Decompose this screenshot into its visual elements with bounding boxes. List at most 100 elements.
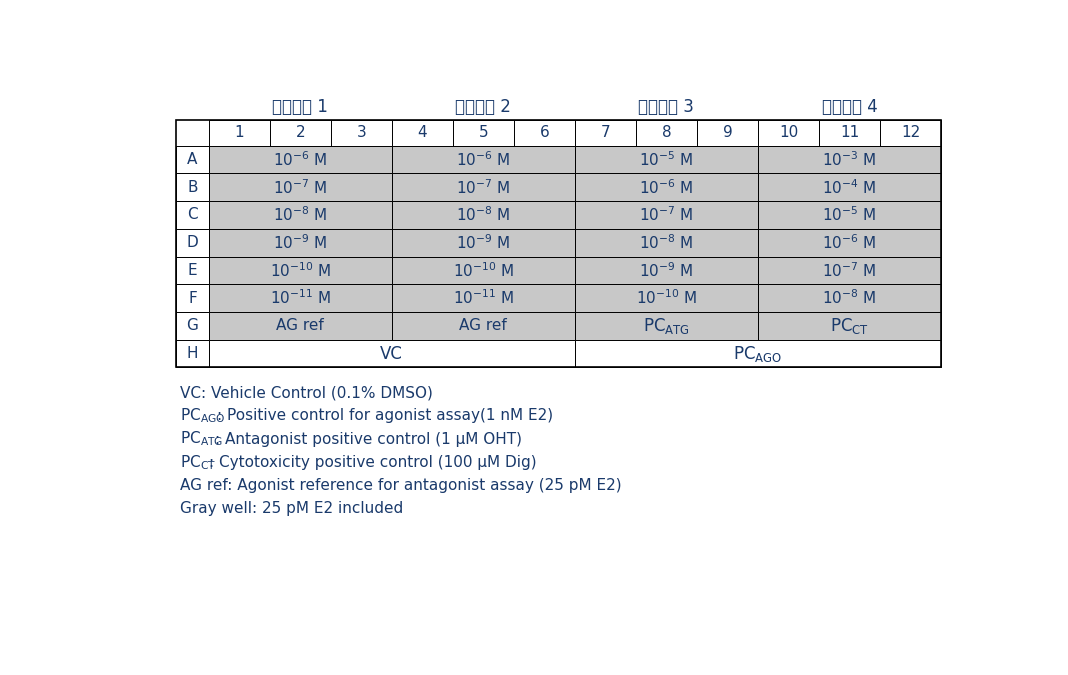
Text: 6: 6 — [539, 125, 549, 140]
Text: 시험물질 3: 시험물질 3 — [639, 98, 694, 116]
Bar — [575, 340, 941, 367]
Text: $10^{-7}$ M: $10^{-7}$ M — [640, 206, 693, 224]
Bar — [176, 312, 208, 340]
Bar — [392, 284, 575, 312]
Text: B: B — [187, 180, 198, 195]
Text: $10^{-5}$ M: $10^{-5}$ M — [822, 206, 877, 224]
Text: 3: 3 — [357, 125, 366, 140]
Bar — [392, 229, 575, 256]
Text: $10^{-11}$ M: $10^{-11}$ M — [453, 289, 514, 308]
Text: 4: 4 — [418, 125, 427, 140]
Text: 시험물질 4: 시험물질 4 — [821, 98, 878, 116]
Text: : Cytotoxicity positive control (100 μM Dig): : Cytotoxicity positive control (100 μM … — [209, 455, 537, 470]
Text: $\mathrm{PC_{ATG}}$: $\mathrm{PC_{ATG}}$ — [643, 316, 690, 336]
Bar — [176, 340, 208, 367]
Text: AG ref: AG ref — [459, 319, 507, 333]
Text: $10^{-5}$ M: $10^{-5}$ M — [640, 151, 693, 169]
Text: 12: 12 — [901, 125, 921, 140]
Text: AG ref: Agonist reference for antagonist assay (25 pM E2): AG ref: Agonist reference for antagonist… — [180, 478, 622, 493]
Bar — [758, 312, 941, 340]
Text: $10^{-7}$ M: $10^{-7}$ M — [456, 178, 511, 196]
Text: G: G — [187, 319, 199, 333]
Text: A: A — [187, 152, 198, 167]
Text: 5: 5 — [478, 125, 488, 140]
Text: $10^{-6}$ M: $10^{-6}$ M — [640, 178, 693, 196]
Text: $10^{-9}$ M: $10^{-9}$ M — [640, 261, 693, 279]
Text: : Positive control for agonist assay(1 nM E2): : Positive control for agonist assay(1 n… — [217, 408, 553, 423]
Bar — [575, 119, 635, 146]
Text: E: E — [188, 263, 198, 278]
Bar — [392, 256, 575, 284]
Bar — [270, 119, 331, 146]
Text: $10^{-8}$ M: $10^{-8}$ M — [456, 206, 511, 224]
Text: 7: 7 — [600, 125, 610, 140]
Bar — [208, 229, 392, 256]
Text: VC: VC — [380, 344, 404, 362]
Bar — [176, 229, 208, 256]
Bar — [208, 284, 392, 312]
Bar — [758, 229, 941, 256]
Bar — [208, 340, 575, 367]
Bar — [575, 312, 758, 340]
Text: F: F — [188, 291, 197, 306]
Text: 시험물질 2: 시험물질 2 — [455, 98, 512, 116]
Text: $10^{-9}$ M: $10^{-9}$ M — [456, 234, 511, 252]
Bar — [575, 284, 758, 312]
Bar — [392, 119, 453, 146]
Bar — [176, 173, 208, 201]
Bar — [392, 201, 575, 229]
Text: 시험물질 1: 시험물질 1 — [272, 98, 328, 116]
Bar — [208, 256, 392, 284]
Text: $10^{-3}$ M: $10^{-3}$ M — [822, 151, 877, 169]
Text: 8: 8 — [661, 125, 671, 140]
Text: $10^{-6}$ M: $10^{-6}$ M — [822, 234, 877, 252]
Bar — [176, 284, 208, 312]
Bar — [392, 146, 575, 173]
Text: 1: 1 — [234, 125, 244, 140]
Bar — [514, 119, 575, 146]
Text: C: C — [187, 207, 198, 223]
Bar — [208, 146, 392, 173]
Bar — [758, 173, 941, 201]
Bar — [176, 146, 208, 173]
Bar — [575, 229, 758, 256]
Bar — [176, 119, 941, 367]
Text: $10^{-8}$ M: $10^{-8}$ M — [640, 234, 693, 252]
Bar — [635, 119, 697, 146]
Bar — [880, 119, 941, 146]
Bar — [575, 146, 758, 173]
Bar — [758, 284, 941, 312]
Text: $10^{-7}$ M: $10^{-7}$ M — [822, 261, 877, 279]
Text: 9: 9 — [723, 125, 733, 140]
Text: D: D — [187, 235, 199, 250]
Text: : Antagonist positive control (1 μM OHT): : Antagonist positive control (1 μM OHT) — [215, 431, 522, 447]
Text: $\mathrm{PC_{AGO}}$: $\mathrm{PC_{AGO}}$ — [734, 344, 783, 364]
Bar — [758, 201, 941, 229]
Bar — [575, 173, 758, 201]
Text: $10^{-10}$ M: $10^{-10}$ M — [453, 261, 514, 279]
Text: $10^{-6}$ M: $10^{-6}$ M — [273, 151, 327, 169]
Bar — [758, 256, 941, 284]
Bar — [208, 119, 270, 146]
Bar — [575, 201, 758, 229]
Text: Gray well: 25 pM E2 included: Gray well: 25 pM E2 included — [180, 501, 404, 516]
Text: $\mathrm{PC_{ATG}}$: $\mathrm{PC_{ATG}}$ — [180, 430, 223, 448]
Text: VC: Vehicle Control (0.1% DMSO): VC: Vehicle Control (0.1% DMSO) — [180, 385, 433, 400]
Bar — [176, 201, 208, 229]
Text: $10^{-9}$ M: $10^{-9}$ M — [273, 234, 327, 252]
Text: $\mathrm{PC_{CT}}$: $\mathrm{PC_{CT}}$ — [830, 316, 869, 336]
Bar — [208, 201, 392, 229]
Text: $10^{-8}$ M: $10^{-8}$ M — [822, 289, 877, 308]
Bar — [392, 312, 575, 340]
Text: $10^{-10}$ M: $10^{-10}$ M — [270, 261, 331, 279]
Text: $10^{-8}$ M: $10^{-8}$ M — [273, 206, 327, 224]
Bar — [819, 119, 880, 146]
Bar — [392, 173, 575, 201]
Text: $\mathrm{PC_{AGO}}$: $\mathrm{PC_{AGO}}$ — [180, 406, 225, 425]
Bar — [176, 256, 208, 284]
Bar — [208, 312, 392, 340]
Text: H: H — [187, 346, 199, 361]
Text: 10: 10 — [779, 125, 798, 140]
Text: 11: 11 — [839, 125, 859, 140]
Text: 2: 2 — [296, 125, 305, 140]
